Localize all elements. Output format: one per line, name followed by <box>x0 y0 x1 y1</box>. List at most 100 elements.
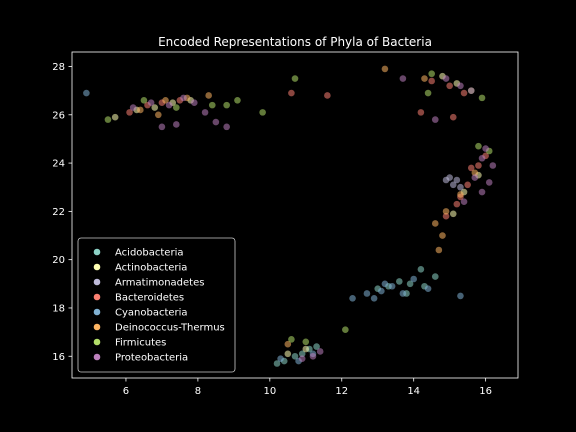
data-point <box>180 94 187 102</box>
data-point <box>83 89 90 97</box>
data-point <box>471 169 479 177</box>
data-point <box>478 188 486 196</box>
legend-label: Armatimonadetes <box>115 278 204 289</box>
x-tick-label: 10 <box>263 386 276 397</box>
data-point <box>129 104 137 111</box>
data-point <box>446 82 453 90</box>
x-axis: 6 8 10 12 14 16 <box>123 378 492 397</box>
data-point <box>381 65 389 73</box>
data-point <box>428 77 435 85</box>
data-point <box>475 142 482 150</box>
legend-label: Cyanobacteria <box>115 308 188 319</box>
data-point <box>449 113 457 121</box>
data-point <box>471 174 479 181</box>
data-point <box>475 162 482 169</box>
data-point <box>457 183 464 191</box>
data-point <box>457 292 464 300</box>
data-point <box>208 101 216 109</box>
data-point <box>424 285 432 292</box>
data-point <box>342 326 349 334</box>
legend-label: Actinobacteria <box>115 263 187 274</box>
data-point <box>410 275 417 283</box>
data-point <box>162 97 169 104</box>
data-point <box>467 164 475 172</box>
data-point <box>381 280 389 288</box>
y-tick-label: 18 <box>52 303 65 314</box>
data-point <box>442 212 450 220</box>
data-point <box>431 116 439 123</box>
legend-marker <box>93 353 101 361</box>
data-point <box>137 106 144 114</box>
legend-marker <box>93 263 101 271</box>
legend-marker <box>93 278 101 286</box>
data-point <box>428 70 435 78</box>
y-tick-label: 26 <box>52 110 65 121</box>
data-point <box>298 355 306 362</box>
data-point <box>453 200 461 208</box>
data-point <box>223 101 230 109</box>
legend-box <box>77 237 236 373</box>
legend: Acidobacteria Actinobacteria Armatimonadet… <box>77 237 236 373</box>
data-point <box>442 75 450 82</box>
data-point <box>288 89 295 97</box>
axes-layer <box>71 51 519 379</box>
data-point <box>417 266 425 273</box>
x-tick-label: 8 <box>195 386 201 397</box>
data-point <box>457 82 464 90</box>
plot-frame <box>71 51 519 379</box>
data-point <box>406 280 414 288</box>
data-point <box>173 121 180 128</box>
data-point <box>309 352 317 360</box>
data-point <box>424 89 432 97</box>
data-point <box>302 338 310 346</box>
data-point <box>370 295 378 302</box>
x-tick-label: 16 <box>479 386 492 397</box>
legend-marker <box>93 323 101 331</box>
data-point <box>291 75 299 82</box>
data-point <box>378 287 385 295</box>
data-point <box>158 123 166 131</box>
data-point <box>259 109 266 116</box>
data-point <box>284 350 292 358</box>
legend-marker <box>93 248 101 256</box>
data-point <box>482 145 489 152</box>
legend-marker <box>93 293 101 301</box>
y-tick-label: 16 <box>52 352 65 363</box>
data-point <box>399 290 407 297</box>
data-point <box>485 179 493 186</box>
y-tick-label: 24 <box>52 159 65 170</box>
data-point <box>417 109 425 116</box>
data-point <box>205 92 212 99</box>
data-point <box>151 104 159 111</box>
legend-label: Bacteroidetes <box>115 293 184 304</box>
data-point <box>111 113 119 121</box>
data-point <box>363 290 371 297</box>
legend-label: Deinococcus-Thermus <box>115 323 225 334</box>
data-point <box>173 104 180 111</box>
data-point <box>190 99 198 107</box>
y-tick-label: 22 <box>52 207 65 218</box>
data-point <box>396 278 403 285</box>
data-point <box>399 75 407 82</box>
data-point <box>316 348 324 355</box>
data-point <box>478 154 486 162</box>
legend-marker <box>93 338 101 346</box>
legend-label: Acidobacteria <box>115 248 183 259</box>
data-point <box>421 75 428 82</box>
data-point <box>442 176 450 184</box>
legend-label: Proteobacteria <box>115 353 188 364</box>
legend-marker <box>93 308 101 316</box>
data-point <box>273 360 281 367</box>
y-axis: 16 18 20 22 24 26 28 <box>52 62 72 363</box>
data-point <box>155 111 162 119</box>
data-point <box>140 97 148 104</box>
points-layer <box>83 65 497 367</box>
x-tick-label: 14 <box>407 386 420 397</box>
data-point <box>234 97 241 104</box>
data-point <box>291 352 299 360</box>
data-point <box>478 94 486 102</box>
data-point <box>435 246 443 254</box>
data-point <box>349 295 356 302</box>
data-point <box>212 118 220 126</box>
